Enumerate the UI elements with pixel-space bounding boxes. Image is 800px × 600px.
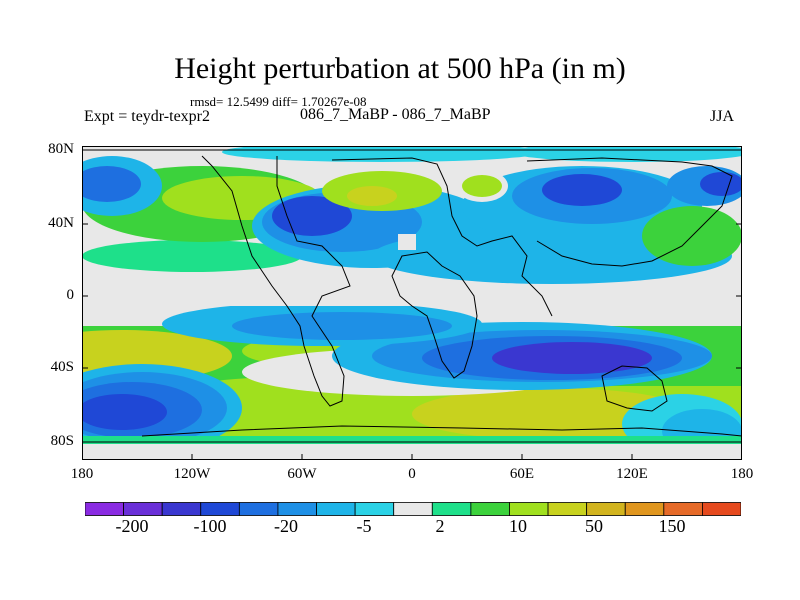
lon-label: 0 xyxy=(408,466,416,482)
colorbar-swatch xyxy=(509,502,549,516)
colorbar-swatch xyxy=(470,502,510,516)
colorbar-swatch xyxy=(123,502,163,516)
colorbar-label: 50 xyxy=(585,516,603,536)
colorbar-swatch xyxy=(238,502,279,516)
lat-label: 40N xyxy=(48,215,74,231)
colorbar-label: 2 xyxy=(435,516,445,536)
coastlines xyxy=(82,149,742,443)
colorbar-label: -5 xyxy=(356,516,372,536)
map-panel xyxy=(82,146,742,460)
colorbar-swatch xyxy=(277,502,317,516)
colorbar-label: 150 xyxy=(658,516,686,536)
stats-label: rmsd= 12.5499 diff= 1.70267e-08 xyxy=(190,94,367,109)
lat-label: 40S xyxy=(50,359,74,375)
colorbar xyxy=(85,502,741,516)
colorbar-label: -200 xyxy=(115,516,149,536)
colorbar-swatch xyxy=(702,502,741,516)
colorbar-swatch xyxy=(624,502,665,516)
lat-label: 80N xyxy=(48,141,74,157)
colorbar-swatch xyxy=(547,502,588,516)
lon-label: 180 xyxy=(70,466,94,482)
colorbar-swatch xyxy=(200,502,240,516)
plot-title: Height perturbation at 500 hPa (in m) xyxy=(174,52,626,85)
contour-field xyxy=(82,146,742,460)
lon-label: 60W xyxy=(287,466,317,482)
colorbar-swatch xyxy=(85,502,124,516)
experiment-label: Expt = teydr-texpr2 xyxy=(84,108,210,125)
lat-label: 0 xyxy=(66,287,75,303)
colorbar-swatch xyxy=(393,502,433,516)
colorbar-label: -20 xyxy=(274,516,298,536)
colorbar-label: 10 xyxy=(509,516,527,536)
lat-label: 80S xyxy=(50,433,74,449)
colorbar-swatch xyxy=(316,502,356,516)
colorbar-swatch xyxy=(431,502,472,516)
colorbar-swatch xyxy=(354,502,395,516)
colorbar-label: -100 xyxy=(193,516,227,536)
case-label: 086_7_MaBP - 086_7_MaBP xyxy=(300,106,491,123)
axis-ticks xyxy=(82,149,742,460)
colorbar-swatch xyxy=(161,502,202,516)
lon-label: 180 xyxy=(730,466,754,482)
lon-label: 120W xyxy=(173,466,211,482)
colorbar-swatch xyxy=(586,502,626,516)
lon-label: 60E xyxy=(509,466,535,482)
season-label: JJA xyxy=(710,108,735,125)
colorbar-swatch xyxy=(663,502,703,516)
lon-label: 120E xyxy=(616,466,648,482)
